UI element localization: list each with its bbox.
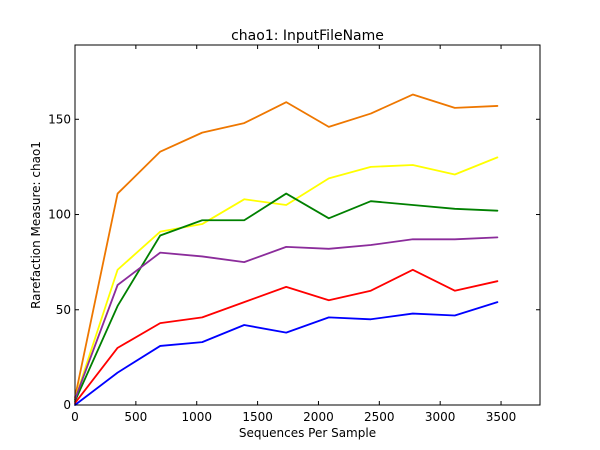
y-tick-label: 100	[48, 208, 71, 222]
y-tick-label: 150	[48, 112, 71, 126]
series-line-6	[74, 301, 499, 406]
x-tick-label: 3000	[425, 410, 456, 424]
chart-title: chao1: InputFileName	[231, 28, 384, 44]
x-tick-label: 500	[124, 410, 147, 424]
series-layer	[74, 93, 499, 406]
x-axis-label: Sequences Per Sample	[239, 426, 376, 440]
y-axis-label: Rarefaction Measure: chao1	[29, 141, 43, 309]
x-tick-label: 2000	[303, 410, 334, 424]
series-line-4	[74, 236, 499, 401]
y-tick-label: 0	[63, 398, 71, 412]
x-tick-label: 0	[71, 410, 79, 424]
plot-area	[75, 45, 540, 405]
series-line-3	[74, 192, 499, 403]
series-line-2	[74, 156, 499, 401]
series-line-5	[74, 268, 499, 405]
y-tick-label: 50	[56, 303, 71, 317]
x-tick-label: 2500	[364, 410, 395, 424]
x-tick-label: 1500	[242, 410, 273, 424]
tick-layer: 0 500 1000 1500 2000 2500 3000 3500 0 50 100 150	[48, 45, 540, 424]
x-tick-label: 3500	[486, 410, 517, 424]
plot-frame	[74, 44, 541, 406]
x-tick-label: 1000	[181, 410, 212, 424]
series-line-1	[74, 93, 499, 399]
